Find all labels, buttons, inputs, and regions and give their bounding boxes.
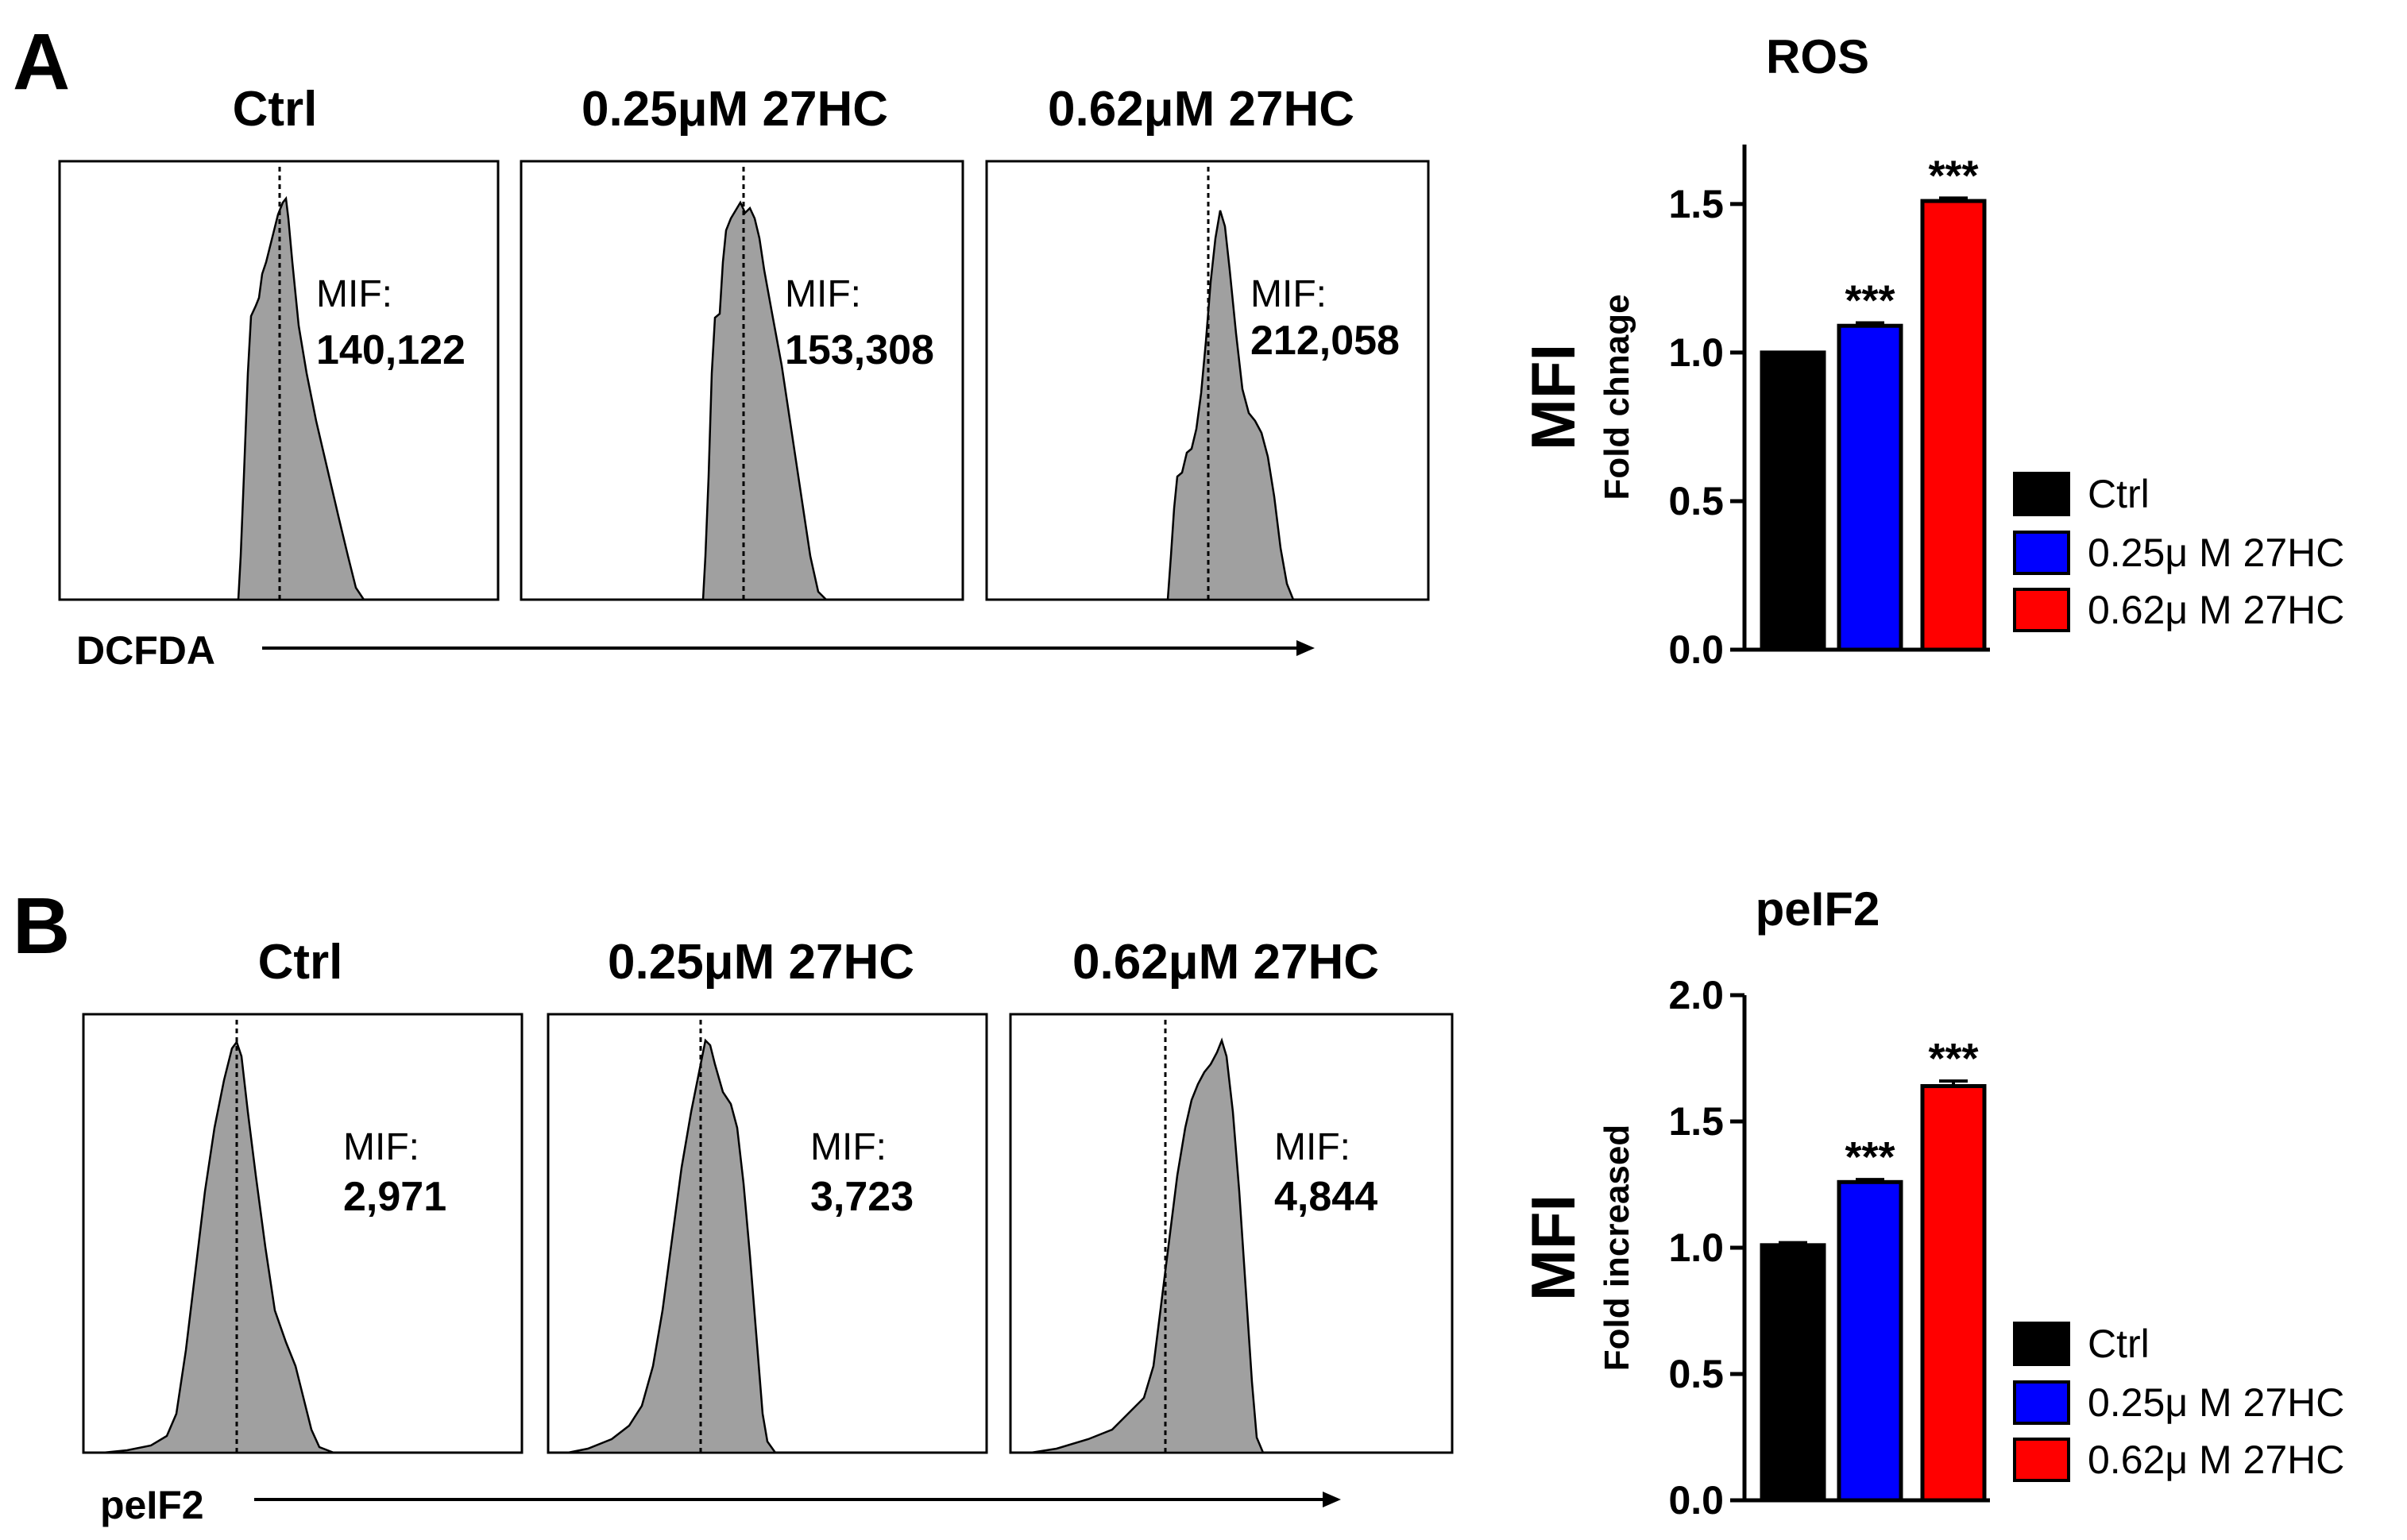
legend-label: 0.62μ M 27HC [2088,1438,2344,1482]
mif-label: MIF: [316,273,392,315]
bar [1760,1243,1826,1503]
legend-label: Ctrl [2088,472,2150,516]
significance-label: *** [1928,152,1978,199]
legend-label: 0.62μ M 27HC [2088,588,2344,632]
significance-label: *** [1845,276,1895,324]
histogram-frame [547,1013,988,1454]
arrow-head-icon [1323,1492,1341,1507]
histogram-title: 0.62μM 27HC [1072,935,1379,990]
histogram-curve [1166,210,1295,601]
legend-swatch [2013,531,2070,575]
histogram-frame [82,1013,524,1454]
histogram-title: Ctrl [233,82,318,137]
y-tick-label: 1.0 [1668,330,1724,375]
legend-label: Ctrl [2088,1322,2150,1366]
legend-swatch [2013,472,2070,516]
mif-label: MIF: [1274,1126,1350,1168]
significance-label: *** [1928,1035,1978,1083]
histogram-title: 0.62μM 27HC [1048,82,1354,137]
arrow-head-icon [1296,640,1315,656]
histogram-title: Ctrl [258,935,343,990]
mif-label: MIF: [343,1126,419,1168]
chart-title: peIF2 [1756,882,1880,936]
chart-title: ROS [1766,30,1869,83]
y-tick-label: 1.0 [1668,1225,1724,1270]
histogram-curve [237,195,366,601]
histogram-curve [1030,1037,1265,1454]
mif-value: 153,308 [785,327,934,373]
bar [1837,323,1903,652]
y-axis-label: MFI [1518,1195,1588,1301]
legend-label: 0.25μ M 27HC [2088,1380,2344,1425]
x-axis-label: DCFDA [76,628,215,673]
y-tick-label: 1.5 [1668,182,1724,226]
histogram-plot: MIF: 4,844 [1009,1013,1454,1454]
histogram-curve [102,1040,334,1454]
legend-label: 0.25μ M 27HC [2088,531,2344,575]
legend-swatch [2013,588,2070,632]
histogram-title: 0.25μM 27HC [608,935,914,990]
mif-value: 3,723 [810,1174,914,1220]
bar-chart-peif2: peIF2 0.0 0.5 1.0 1.5 2.0 MFI Fold increased ***… [1518,882,2344,1523]
y-tick-label: 0.5 [1668,479,1724,523]
y-axis-sublabel: Fold increased [1598,1125,1636,1372]
histogram-plot: MIF: 2,971 [82,1013,524,1454]
mif-value: 212,058 [1250,318,1400,364]
histogram-plot: MIF: 212,058 [985,160,1430,601]
legend-swatch [2013,1438,2070,1482]
panel-label-b: B [13,882,70,971]
bar [1920,1083,1987,1503]
y-tick-label: 0.0 [1668,1478,1724,1523]
histogram-title: 0.25μM 27HC [581,82,888,137]
bar-chart-ros: ROS 0.0 0.5 1.0 1.5 MFI Fold chnage *** *** Ctrl 0… [1518,30,2344,672]
x-axis-label: peIF2 [100,1483,204,1527]
histogram-curve [567,1038,778,1454]
bar [1837,1179,1903,1503]
y-tick-label: 0.5 [1668,1352,1724,1396]
mif-label: MIF: [810,1126,887,1168]
y-tick-label: 2.0 [1668,973,1724,1017]
histogram-plot: MIF: 140,122 [58,160,500,601]
y-axis-label: MFI [1518,344,1588,450]
mif-label: MIF: [785,273,861,315]
histogram-curve [701,200,829,601]
legend-swatch [2013,1322,2070,1366]
bar [1760,350,1826,652]
significance-label: *** [1845,1133,1895,1181]
y-tick-label: 1.5 [1668,1099,1724,1144]
panel-label-a: A [13,17,70,106]
mif-label: MIF: [1250,273,1327,315]
mif-value: 4,844 [1274,1174,1377,1220]
bar [1920,199,1987,652]
y-tick-label: 0.0 [1668,627,1724,672]
mif-value: 2,971 [343,1174,446,1220]
histogram-plot: MIF: 3,723 [547,1013,988,1454]
y-axis-sublabel: Fold chnage [1598,294,1636,500]
legend-swatch [2013,1380,2070,1425]
mif-value: 140,122 [316,327,466,373]
histogram-plot: MIF: 153,308 [520,160,964,601]
